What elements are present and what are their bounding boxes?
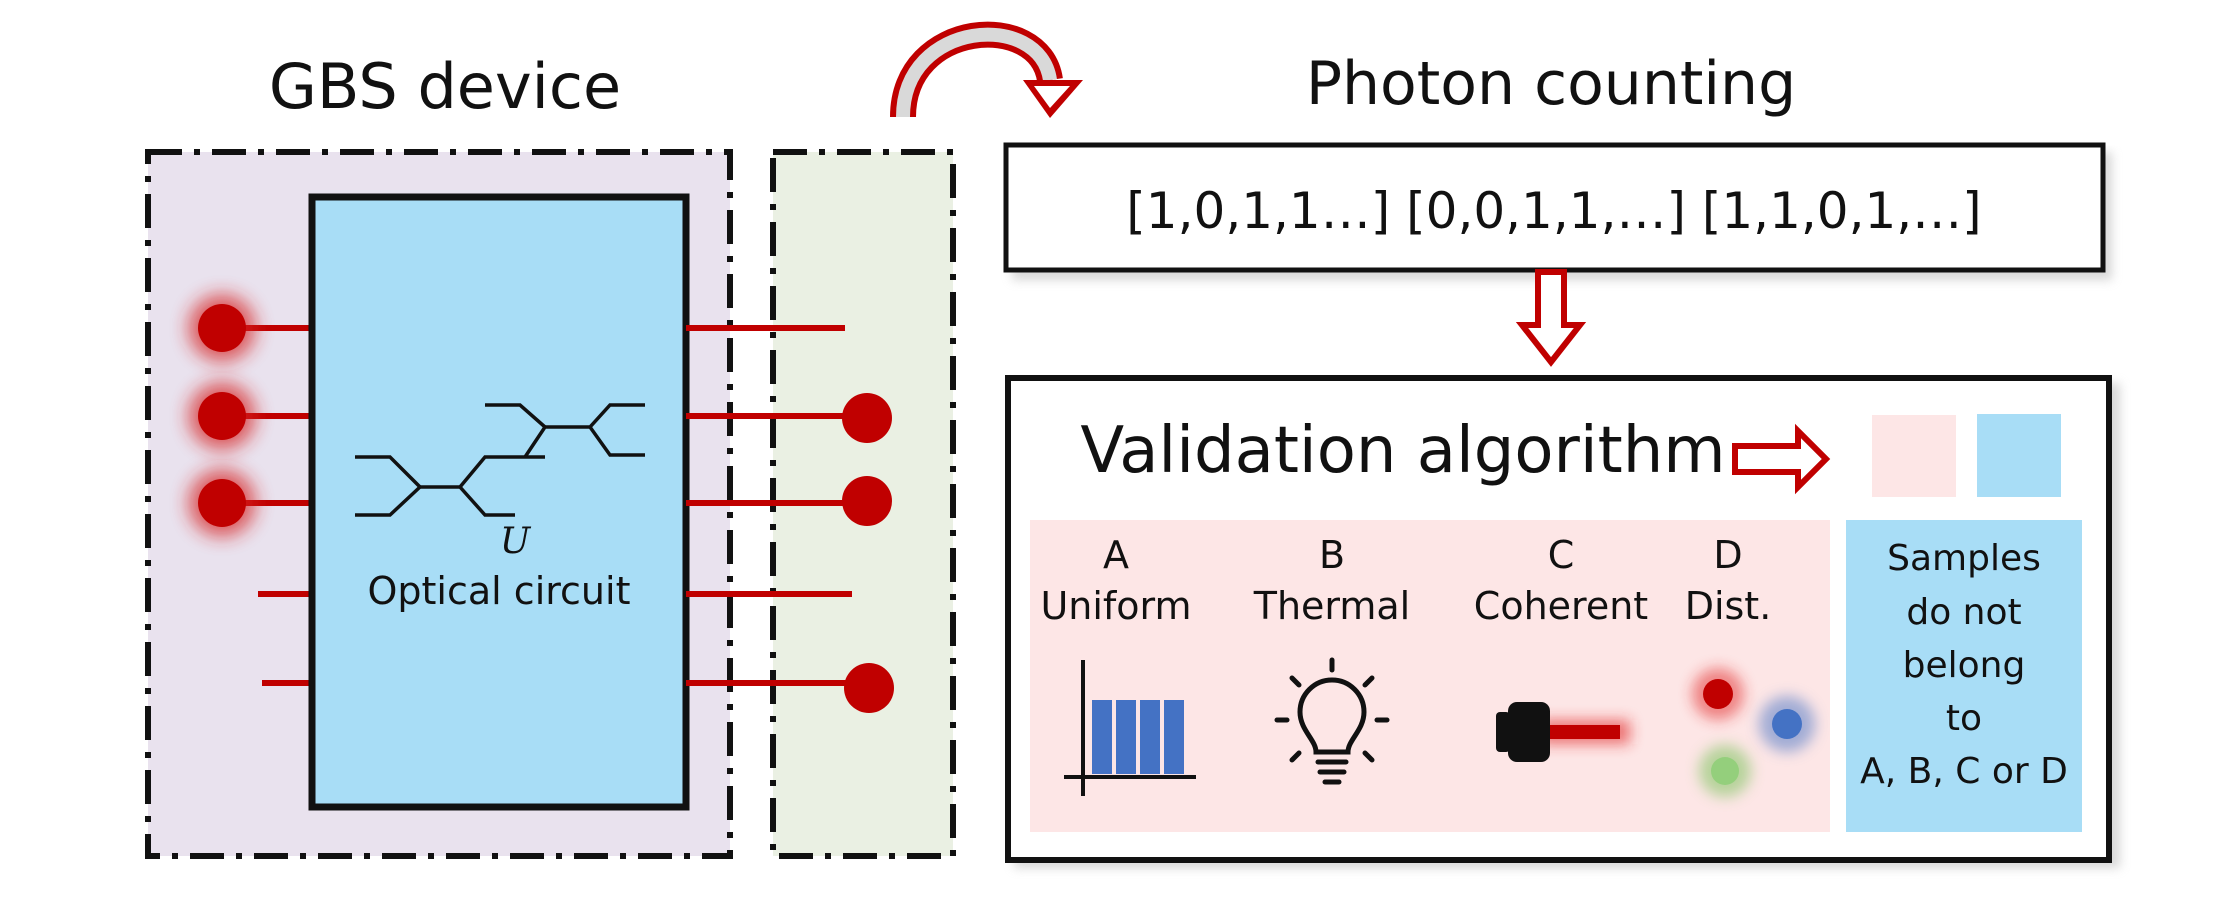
down-arrow-icon bbox=[1515, 269, 1587, 367]
squeezed-source bbox=[198, 304, 246, 352]
category-name: Thermal bbox=[1253, 584, 1411, 628]
unitary-symbol: U bbox=[500, 521, 532, 562]
detected-photon bbox=[844, 663, 894, 713]
fail-color-swatch bbox=[1977, 414, 2061, 497]
samples-box bbox=[1003, 142, 2106, 273]
output-modes bbox=[686, 325, 894, 713]
categories-panel bbox=[1030, 520, 1830, 832]
category-a: A Uniform bbox=[1040, 533, 1196, 796]
right-arrow-icon bbox=[1732, 423, 1831, 495]
beamsplitter-network-icon bbox=[355, 403, 645, 517]
detected-photon bbox=[842, 476, 892, 526]
input-sources bbox=[188, 294, 312, 686]
category-b: B Thermal bbox=[1253, 533, 1411, 785]
category-name: Coherent bbox=[1474, 584, 1648, 628]
squeezed-source bbox=[198, 392, 246, 440]
outcome-line: to bbox=[1946, 698, 1982, 739]
category-letter: B bbox=[1319, 533, 1345, 577]
gbs-device-title: GBS device bbox=[269, 50, 621, 123]
category-d: D Dist. bbox=[1685, 533, 1815, 797]
samples-text: [1,0,1,1…] [0,0,1,1,…] [1,1,0,1,…] bbox=[1126, 182, 1981, 240]
distinguishable-particles-icon bbox=[1692, 668, 1815, 797]
detected-photon bbox=[842, 393, 892, 443]
optical-circuit-box bbox=[308, 193, 690, 811]
category-letter: C bbox=[1548, 533, 1575, 577]
category-letter: A bbox=[1103, 533, 1129, 577]
outcome-panel bbox=[1846, 520, 2082, 832]
optical-circuit-label: Optical circuit bbox=[368, 569, 631, 613]
photon-counting-title: Photon counting bbox=[1306, 49, 1796, 119]
category-letter: D bbox=[1713, 533, 1742, 577]
outcome-text: Samples do not belong to A, B, C or D bbox=[1860, 538, 2068, 792]
uniform-histogram-icon bbox=[1064, 660, 1196, 796]
category-name: Dist. bbox=[1685, 584, 1772, 628]
laser-icon bbox=[1496, 702, 1630, 762]
outcome-line: do not bbox=[1906, 592, 2021, 633]
validation-title: Validation algorithm bbox=[1080, 414, 1725, 488]
outcome-line: belong bbox=[1903, 645, 2026, 686]
category-name: Uniform bbox=[1040, 584, 1191, 628]
pass-color-swatch bbox=[1872, 415, 1956, 497]
squeezed-source bbox=[198, 479, 246, 527]
curved-arrow-icon bbox=[890, 21, 1083, 118]
light-bulb-icon bbox=[1274, 657, 1390, 785]
category-c: C Coherent bbox=[1474, 533, 1648, 762]
outcome-line: Samples bbox=[1887, 538, 2041, 579]
outcome-line: A, B, C or D bbox=[1860, 751, 2068, 792]
